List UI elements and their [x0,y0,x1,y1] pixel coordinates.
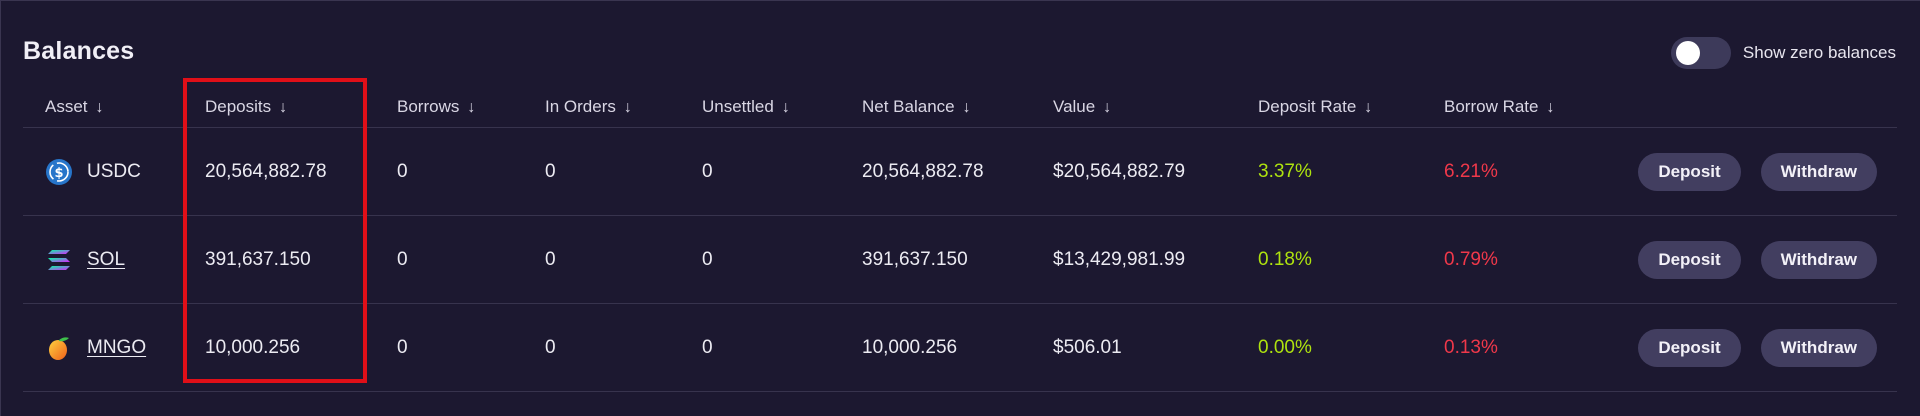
usdc-icon: $ [45,158,73,186]
column-label: Asset [45,97,88,116]
column-label: Unsettled [702,97,774,116]
table-row: SOL 391,637.150 0 0 0 391,637.150 $13,42… [23,215,1897,304]
sort-arrow-icon: ↓ [623,99,632,116]
show-zero-balances-control: Show zero balances [1670,37,1896,69]
sort-arrow-icon: ↓ [781,99,790,116]
column-label: Net Balance [862,97,955,116]
borrow-rate-cell: 6.21% [1422,127,1622,216]
column-label: Deposit Rate [1258,97,1357,116]
net-balance-cell: 20,564,882.78 [840,127,1031,216]
column-label: Value [1053,97,1096,116]
column-label: Deposits [205,97,272,116]
sort-arrow-icon: ↓ [467,99,476,116]
deposits-cell: 391,637.150 [183,215,375,304]
column-header-actions [1622,87,1897,128]
deposits-cell: 20,564,882.78 [183,127,375,216]
deposit-rate-cell: 0.00% [1236,303,1422,392]
withdraw-button[interactable]: Withdraw [1760,240,1877,279]
show-zero-balances-toggle[interactable] [1670,37,1731,69]
svg-text:$: $ [54,166,63,181]
column-label: Borrows [397,97,460,116]
column-header-deposit-rate[interactable]: Deposit Rate ↓ [1236,87,1422,128]
column-header-value[interactable]: Value ↓ [1031,87,1236,128]
actions-cell: Deposit Withdraw [1622,303,1897,392]
sort-arrow-icon: ↓ [1364,99,1373,116]
table-row: MNGO 10,000.256 0 0 0 10,000.256 $506.01… [23,303,1897,392]
column-header-borrow-rate[interactable]: Borrow Rate ↓ [1422,87,1622,128]
in-orders-cell: 0 [523,303,680,392]
asset-link[interactable]: SOL [87,248,126,270]
unsettled-cell: 0 [680,303,840,392]
asset-cell: SOL [23,215,183,304]
sol-icon [45,246,73,274]
balances-table: Asset ↓ Deposits ↓ Borrows ↓ In Orders ↓ Uns… [23,87,1897,392]
deposits-cell: 10,000.256 [183,303,375,392]
actions-cell: Deposit Withdraw [1622,127,1897,216]
sort-arrow-icon: ↓ [1103,99,1112,116]
sort-arrow-icon: ↓ [1546,99,1555,116]
column-label: In Orders [545,97,616,116]
mango-icon [45,334,73,362]
panel-title: Balances [23,37,135,65]
withdraw-button[interactable]: Withdraw [1760,328,1877,367]
net-balance-cell: 391,637.150 [840,215,1031,304]
column-header-asset[interactable]: Asset ↓ [23,87,183,128]
deposit-rate-cell: 0.18% [1236,215,1422,304]
borrows-cell: 0 [375,303,523,392]
asset-cell: MNGO [23,303,183,392]
sort-arrow-icon: ↓ [962,99,971,116]
deposit-button[interactable]: Deposit [1638,240,1741,279]
in-orders-cell: 0 [523,127,680,216]
borrows-cell: 0 [375,215,523,304]
deposit-button[interactable]: Deposit [1638,328,1741,367]
deposit-rate-cell: 3.37% [1236,127,1422,216]
column-header-deposits[interactable]: Deposits ↓ [183,87,375,128]
value-cell: $13,429,981.99 [1031,215,1236,304]
actions-cell: Deposit Withdraw [1622,215,1897,304]
sort-arrow-icon: ↓ [95,99,104,116]
in-orders-cell: 0 [523,215,680,304]
column-header-borrows[interactable]: Borrows ↓ [375,87,523,128]
borrow-rate-cell: 0.79% [1422,215,1622,304]
column-header-unsettled[interactable]: Unsettled ↓ [680,87,840,128]
withdraw-button[interactable]: Withdraw [1760,152,1877,191]
value-cell: $506.01 [1031,303,1236,392]
borrows-cell: 0 [375,127,523,216]
deposit-button[interactable]: Deposit [1638,152,1741,191]
show-zero-balances-label: Show zero balances [1742,43,1896,62]
column-header-in-orders[interactable]: In Orders ↓ [523,87,680,128]
column-header-net-balance[interactable]: Net Balance ↓ [840,87,1031,128]
borrow-rate-cell: 0.13% [1422,303,1622,392]
value-cell: $20,564,882.79 [1031,127,1236,216]
asset-link[interactable]: MNGO [87,336,147,358]
unsettled-cell: 0 [680,215,840,304]
sort-arrow-icon: ↓ [279,99,288,116]
toggle-knob [1675,41,1700,65]
column-label: Borrow Rate [1444,97,1539,116]
net-balance-cell: 10,000.256 [840,303,1031,392]
table-row: $ USDC 20,564,882.78 0 0 0 20,564,882.78… [23,127,1897,216]
asset-name: USDC [87,160,141,182]
table-header-row: Asset ↓ Deposits ↓ Borrows ↓ In Orders ↓ Uns… [23,87,1897,128]
unsettled-cell: 0 [680,127,840,216]
asset-cell: $ USDC [23,127,183,216]
